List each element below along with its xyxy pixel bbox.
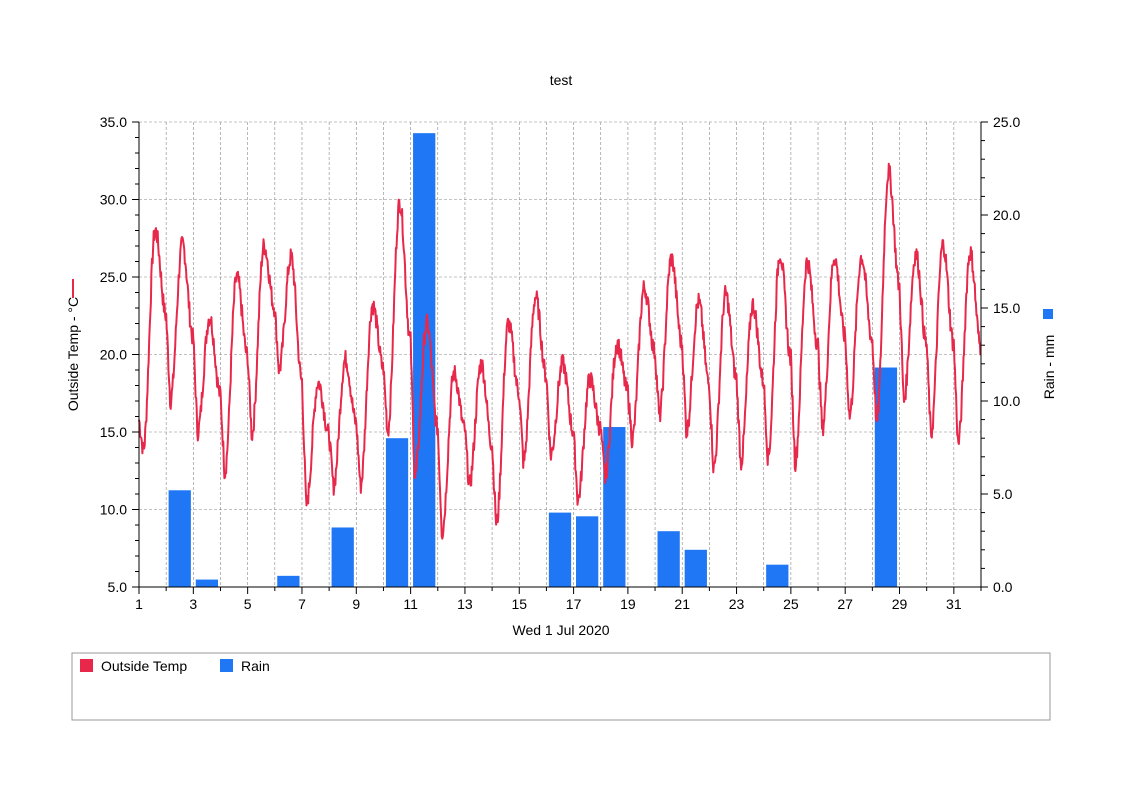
x-tick-label: 1 bbox=[135, 596, 143, 612]
legend-label-rain: Rain bbox=[241, 658, 270, 674]
y-left-tick-label: 20.0 bbox=[100, 347, 127, 363]
rain-bar bbox=[603, 427, 626, 587]
x-tick-label: 9 bbox=[352, 596, 360, 612]
x-tick-label: 5 bbox=[244, 596, 252, 612]
y-right-axis-title-group: Rain - mm bbox=[1041, 335, 1057, 400]
y-left-tick-label: 35.0 bbox=[100, 114, 127, 130]
x-tick-label: 27 bbox=[837, 596, 853, 612]
rain-bar bbox=[413, 133, 436, 587]
chart-title: test bbox=[550, 72, 573, 88]
y-right-axis-label: Rain - mm bbox=[1041, 335, 1057, 400]
y-right-tick-label: 5.0 bbox=[993, 486, 1013, 502]
rain-bar bbox=[168, 490, 191, 587]
rain-bar bbox=[874, 367, 898, 587]
series-line-outside-temp bbox=[138, 162, 982, 540]
rain-bar bbox=[385, 438, 409, 587]
x-tick-label: 7 bbox=[298, 596, 306, 612]
rain-bar bbox=[766, 564, 789, 587]
y-left-tick-label: 15.0 bbox=[100, 424, 127, 440]
y-left-tick-label: 10.0 bbox=[100, 502, 127, 518]
rain-bar bbox=[195, 579, 219, 587]
x-tick-label: 29 bbox=[892, 596, 908, 612]
rain-bar bbox=[548, 512, 572, 587]
y-left-tick-label: 30.0 bbox=[100, 192, 127, 208]
legend-box bbox=[71, 652, 1051, 721]
legend-label-outside-temp: Outside Temp bbox=[101, 658, 187, 674]
y-left-axis-label: Outside Temp - °C bbox=[65, 297, 81, 411]
rain-bar bbox=[277, 575, 300, 587]
x-tick-label: 23 bbox=[729, 596, 745, 612]
x-tick-label: 15 bbox=[511, 596, 527, 612]
y-right-axis-legend-marker bbox=[1043, 309, 1053, 319]
x-tick-label: 19 bbox=[620, 596, 636, 612]
rain-bars bbox=[168, 133, 898, 587]
x-tick-label: 3 bbox=[189, 596, 197, 612]
tick-labels: 1 3 5 7 9 11 13 15 17 19 21 23 25 27 29 315.010.015.020… bbox=[100, 114, 1021, 612]
x-tick-label: 31 bbox=[946, 596, 962, 612]
x-tick-label: 17 bbox=[566, 596, 582, 612]
axes bbox=[132, 121, 988, 594]
y-left-tick-label: 5.0 bbox=[108, 579, 128, 595]
x-tick-label: 25 bbox=[783, 596, 799, 612]
y-left-tick-label: 25.0 bbox=[100, 269, 127, 285]
rain-bar bbox=[331, 527, 354, 587]
x-axis-label: Wed 1 Jul 2020 bbox=[512, 622, 609, 638]
legend-swatch-outside-temp bbox=[80, 659, 93, 672]
rain-bar bbox=[657, 531, 680, 587]
x-tick-label: 13 bbox=[457, 596, 473, 612]
x-tick-label: 21 bbox=[674, 596, 690, 612]
y-right-tick-label: 10.0 bbox=[993, 393, 1020, 409]
y-right-tick-label: 0.0 bbox=[993, 579, 1013, 595]
legend-swatch-rain bbox=[220, 659, 233, 672]
y-right-tick-label: 15.0 bbox=[993, 300, 1020, 316]
x-tick-label: 11 bbox=[403, 596, 418, 612]
y-left-axis-title-group: Outside Temp - °C bbox=[65, 297, 81, 411]
y-right-tick-label: 25.0 bbox=[993, 114, 1020, 130]
rain-bar bbox=[684, 549, 707, 587]
y-right-tick-label: 20.0 bbox=[993, 207, 1020, 223]
rain-bar bbox=[576, 516, 599, 587]
